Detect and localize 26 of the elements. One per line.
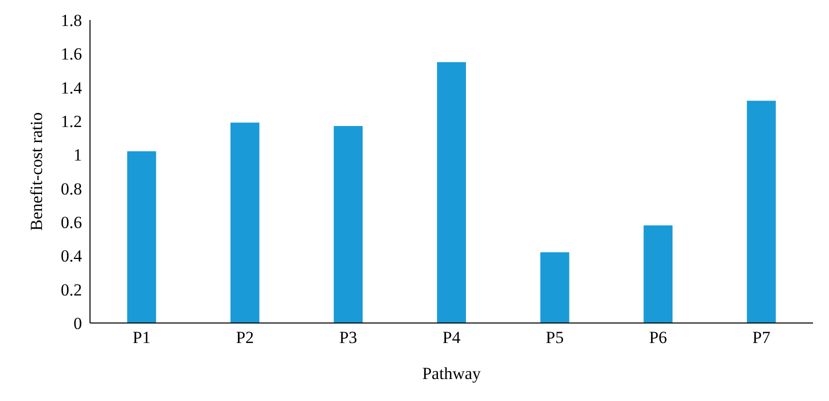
y-tick-label: 0 [74, 314, 82, 334]
x-tick-label: P7 [752, 328, 771, 348]
bar [437, 62, 466, 323]
bar [334, 126, 363, 323]
y-tick-label: 1.4 [60, 78, 82, 98]
y-tick-label: 0.8 [60, 179, 82, 198]
x-tick-label: P1 [132, 328, 151, 348]
x-tick-label: P6 [649, 328, 668, 348]
y-tick-label: 1 [74, 146, 82, 165]
bar [746, 100, 776, 323]
bar [644, 225, 673, 323]
x-tick-label: P2 [236, 328, 254, 348]
y-tick-label: 0.2 [60, 280, 82, 300]
bar [230, 122, 260, 323]
x-tick-label: P5 [546, 328, 564, 348]
y-tick-label: 1.6 [60, 44, 82, 64]
x-axis-title: Pathway [422, 364, 482, 383]
y-tick-label: 0.6 [60, 213, 82, 232]
bar [127, 151, 156, 323]
y-tick-label: 0.4 [60, 246, 82, 266]
y-tick-label: 1.8 [60, 11, 82, 30]
x-tick-label: P4 [442, 328, 461, 348]
y-axis-title: Benefit-cost ratio [27, 112, 46, 231]
x-tick-label: P3 [339, 328, 358, 348]
y-tick-label: 1.2 [60, 112, 82, 132]
bar [540, 252, 570, 323]
